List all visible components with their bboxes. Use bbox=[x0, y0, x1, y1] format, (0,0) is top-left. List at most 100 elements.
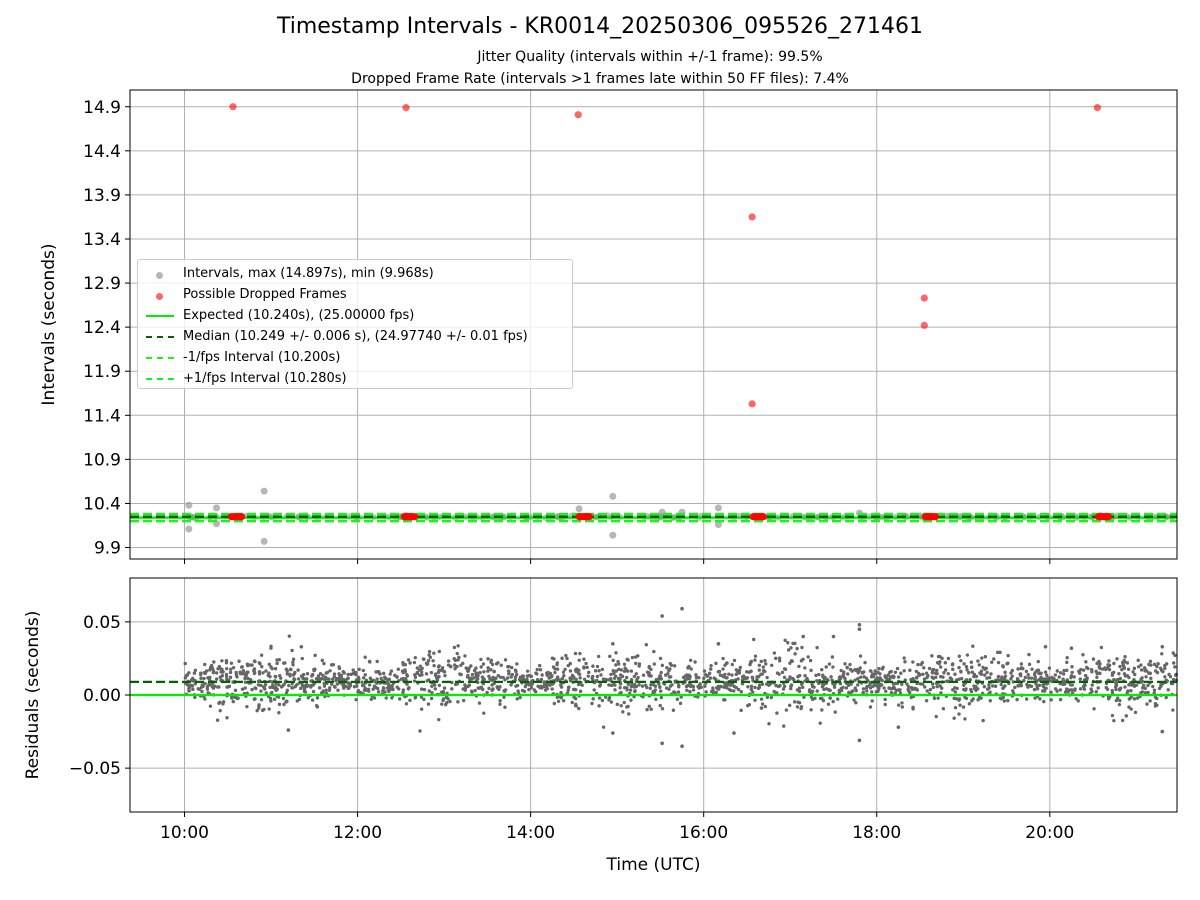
residual-point bbox=[805, 676, 809, 681]
residual-point bbox=[953, 705, 958, 710]
residual-point bbox=[401, 670, 405, 675]
residual-point bbox=[749, 687, 754, 692]
residual-point bbox=[1127, 705, 1131, 709]
residual-point bbox=[406, 658, 411, 662]
residual-point bbox=[552, 701, 557, 706]
residual-point bbox=[576, 682, 581, 687]
residual-point bbox=[601, 725, 606, 729]
residual-point bbox=[406, 687, 411, 691]
residual-point bbox=[691, 688, 696, 692]
residual-point bbox=[328, 686, 332, 690]
residual-point bbox=[1123, 674, 1128, 678]
residual-point bbox=[1112, 661, 1116, 666]
residual-point bbox=[277, 683, 281, 687]
residual-point bbox=[207, 682, 211, 687]
residual-point bbox=[899, 671, 903, 675]
residual-point bbox=[809, 668, 813, 673]
residual-point bbox=[871, 684, 875, 689]
residual-point bbox=[243, 676, 247, 681]
residual-point bbox=[337, 672, 341, 676]
residual-point bbox=[1009, 677, 1013, 681]
residual-point bbox=[503, 688, 508, 692]
residual-point bbox=[797, 664, 801, 669]
residual-point bbox=[476, 686, 480, 690]
residual-point bbox=[847, 690, 851, 695]
residual-point bbox=[1001, 665, 1005, 669]
residual-point bbox=[574, 702, 578, 707]
residual-point bbox=[599, 673, 603, 677]
residual-point bbox=[913, 686, 917, 691]
residual-point bbox=[732, 684, 736, 689]
residual-point bbox=[797, 686, 802, 690]
residual-point bbox=[670, 683, 674, 687]
residual-point bbox=[354, 697, 358, 702]
residual-point bbox=[429, 670, 434, 675]
residual-point bbox=[629, 698, 633, 702]
residual-point bbox=[698, 682, 702, 686]
residual-point bbox=[273, 674, 277, 679]
residual-point bbox=[854, 688, 858, 693]
residual-point bbox=[401, 660, 405, 665]
residual-point bbox=[486, 669, 490, 673]
residual-point bbox=[1005, 662, 1009, 666]
residual-point bbox=[1127, 683, 1131, 687]
residual-point bbox=[490, 688, 494, 692]
residual-point bbox=[1125, 661, 1130, 665]
residual-point bbox=[550, 674, 554, 678]
residual-point bbox=[1110, 688, 1114, 693]
residual-point bbox=[420, 666, 424, 671]
residual-point bbox=[732, 689, 736, 693]
residual-point bbox=[786, 648, 791, 652]
residual-point bbox=[412, 660, 417, 665]
residual-point bbox=[210, 666, 215, 671]
residual-point bbox=[422, 687, 427, 692]
residual-point bbox=[388, 687, 392, 691]
residual-point bbox=[803, 673, 807, 678]
residual-point bbox=[665, 665, 669, 670]
residual-point bbox=[1171, 677, 1176, 682]
residual-point bbox=[839, 686, 843, 691]
residual-point bbox=[1171, 708, 1175, 712]
residual-point bbox=[928, 687, 933, 692]
residual-point bbox=[1095, 661, 1099, 666]
residual-point bbox=[985, 670, 989, 675]
residual-point bbox=[560, 676, 565, 681]
residual-point bbox=[965, 668, 969, 672]
residual-point bbox=[1123, 655, 1127, 659]
residual-point bbox=[612, 671, 616, 676]
residual-point bbox=[259, 698, 264, 702]
residual-point bbox=[786, 641, 790, 645]
residual-point bbox=[320, 676, 324, 681]
residual-point bbox=[424, 672, 429, 676]
residual-point bbox=[723, 663, 727, 667]
residual-point bbox=[679, 695, 683, 699]
residual-point bbox=[618, 686, 622, 690]
residual-point bbox=[456, 658, 460, 662]
residual-point bbox=[826, 702, 831, 706]
residual-point bbox=[418, 729, 422, 733]
residual-point bbox=[199, 676, 203, 680]
chart-legend: Intervals, max (14.897s), min (9.968s) P… bbox=[137, 259, 573, 389]
residual-point bbox=[1015, 678, 1020, 682]
residual-point bbox=[426, 658, 431, 663]
residual-point bbox=[808, 688, 812, 692]
residual-point bbox=[628, 688, 633, 692]
residual-point bbox=[688, 690, 692, 694]
residual-point bbox=[436, 664, 441, 669]
residual-point bbox=[763, 669, 767, 674]
residual-point bbox=[734, 668, 739, 672]
residual-point bbox=[264, 691, 268, 695]
residual-point bbox=[760, 682, 765, 686]
dropped-frame-point bbox=[585, 513, 594, 521]
residual-point bbox=[220, 659, 224, 663]
residual-point bbox=[367, 659, 372, 664]
dropped-frame-point bbox=[748, 400, 756, 408]
residual-point bbox=[1065, 660, 1069, 665]
residual-point bbox=[943, 661, 948, 665]
residual-point bbox=[332, 672, 337, 676]
residual-point bbox=[590, 701, 594, 706]
residual-point bbox=[782, 675, 787, 680]
residual-point bbox=[1117, 702, 1122, 707]
residual-point bbox=[1029, 676, 1034, 680]
residual-point bbox=[437, 649, 442, 654]
